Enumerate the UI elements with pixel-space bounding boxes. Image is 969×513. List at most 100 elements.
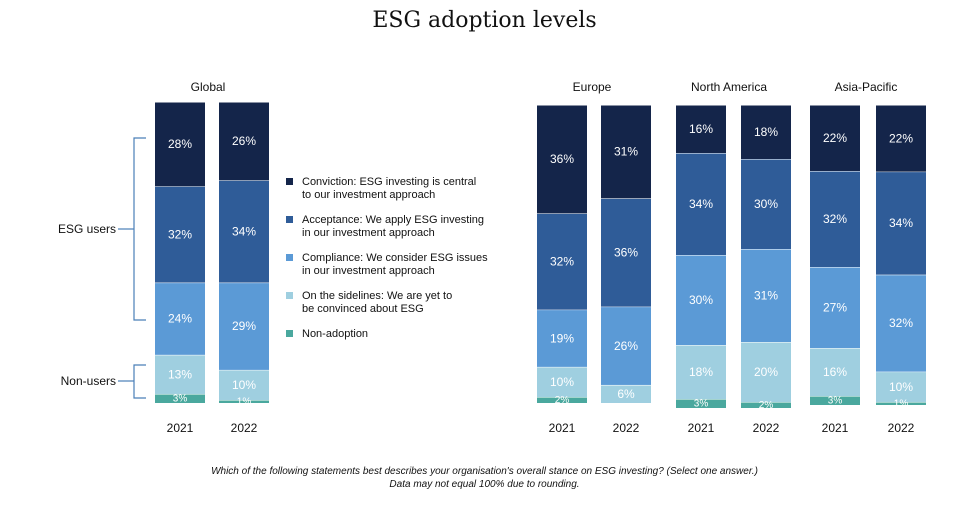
data-label-north-america-2022-non-adoption: 2%: [759, 400, 774, 411]
bar-segment-europe-2022-acceptance: [601, 198, 651, 307]
esg-users-bracket: [133, 137, 146, 321]
legend-swatch-conviction: [286, 178, 293, 185]
data-label-global-2022-sidelines: 10%: [232, 378, 256, 392]
panel-title-europe: Europe: [573, 80, 612, 94]
bar-segment-north-america-2022-acceptance: [741, 159, 791, 249]
x-tick-global-2022: 2022: [231, 421, 258, 435]
data-label-europe-2022-compliance: 26%: [614, 339, 638, 353]
legend-swatch-compliance: [286, 254, 293, 261]
data-label-asia-pacific-2022-non-adoption: 1%: [894, 398, 909, 409]
bar-segment-global-2021-non-adoption: [155, 393, 205, 403]
bar-segment-global-2022-sidelines: [219, 369, 269, 400]
x-tick-europe-2021: 2021: [549, 421, 576, 435]
legend-label-line2-compliance: in our investment approach: [302, 265, 435, 277]
bar-segment-europe-2021-non-adoption: [537, 396, 587, 403]
legend-swatch-non-adoption: [286, 330, 293, 337]
data-label-global-2021-acceptance: 32%: [168, 227, 192, 241]
bar-segment-asia-pacific-2021-non-adoption: [810, 396, 860, 405]
chart-title: ESG adoption levels: [372, 8, 597, 33]
legend-label-non-adoption: Non-adoption: [302, 328, 368, 340]
bar-segment-asia-pacific-2021-conviction: [810, 105, 860, 171]
bar-segment-global-2022-non-adoption: [219, 399, 269, 403]
bracket-layer: ESG users Non-users: [58, 137, 146, 399]
bar-segment-europe-2021-sidelines: [537, 366, 587, 397]
data-label-north-america-2022-acceptance: 30%: [754, 197, 778, 211]
bar-segment-global-2021-acceptance: [155, 186, 205, 283]
bar-segment-asia-pacific-2022-non-adoption: [876, 401, 926, 405]
data-label-global-2021-non-adoption: 3%: [173, 393, 188, 404]
data-label-global-2022-acceptance: 34%: [232, 224, 256, 238]
data-label-europe-2022-sidelines: 6%: [617, 387, 635, 401]
bar-segment-north-america-2022-sidelines: [741, 342, 791, 402]
legend-label-conviction: Conviction: ESG investing is central: [302, 176, 476, 188]
bar-segment-europe-2022-conviction: [601, 105, 651, 199]
data-label-north-america-2022-sidelines: 20%: [754, 365, 778, 379]
data-label-asia-pacific-2021-acceptance: 32%: [823, 212, 847, 226]
x-tick-asia-pacific-2021: 2021: [822, 421, 849, 435]
bar-segment-asia-pacific-2021-sidelines: [810, 348, 860, 396]
footnote: Which of the following statements best d…: [0, 465, 969, 491]
footnote-rounding-note: Data may not equal 100% due to rounding.: [389, 479, 580, 490]
bar-segment-global-2021-sidelines: [155, 354, 205, 394]
data-label-asia-pacific-2021-sidelines: 16%: [823, 365, 847, 379]
legend-label-line2-sidelines: be convinced about ESG: [302, 303, 424, 315]
x-tick-global-2021: 2021: [167, 421, 194, 435]
x-tick-europe-2022: 2022: [613, 421, 640, 435]
data-label-global-2022-compliance: 29%: [232, 319, 256, 333]
bar-segment-asia-pacific-2022-acceptance: [876, 171, 926, 275]
bar-segment-europe-2022-compliance: [601, 306, 651, 385]
data-label-asia-pacific-2021-compliance: 27%: [823, 301, 847, 315]
bar-segment-north-america-2022-conviction: [741, 105, 791, 159]
panel-title-north-america: North America: [691, 80, 767, 94]
bar-segment-asia-pacific-2022-conviction: [876, 105, 926, 172]
panel-title-asia-pacific: Asia-Pacific: [835, 80, 898, 94]
bar-segment-north-america-2021-acceptance: [676, 153, 726, 255]
bar-segment-europe-2021-acceptance: [537, 213, 587, 310]
data-label-asia-pacific-2022-sidelines: 10%: [889, 380, 913, 394]
bar-segment-asia-pacific-2021-acceptance: [810, 171, 860, 267]
group-label-esg-users: ESG users: [58, 222, 116, 236]
bar-segment-global-2021-compliance: [155, 282, 205, 355]
data-label-north-america-2022-conviction: 18%: [754, 125, 778, 139]
group-label-non-users: Non-users: [61, 374, 116, 388]
legend-label-line2-acceptance: in our investment approach: [302, 227, 435, 239]
bar-segment-north-america-2021-conviction: [676, 105, 726, 153]
bars-layer: [155, 101, 926, 408]
data-label-global-2022-non-adoption: 1%: [237, 396, 252, 407]
bar-segment-asia-pacific-2022-sidelines: [876, 371, 926, 402]
data-label-north-america-2021-compliance: 30%: [689, 293, 713, 307]
legend-label-sidelines: On the sidelines: We are yet to: [302, 290, 452, 302]
legend-label-line2-conviction: to our investment approach: [302, 189, 435, 201]
x-tick-north-america-2021: 2021: [688, 421, 715, 435]
x-tick-asia-pacific-2022: 2022: [888, 421, 915, 435]
bar-segment-europe-2022-sidelines: [601, 384, 651, 403]
data-label-north-america-2021-conviction: 16%: [689, 122, 713, 136]
data-label-global-2021-sidelines: 13%: [168, 367, 192, 381]
data-label-asia-pacific-2022-conviction: 22%: [889, 131, 913, 145]
x-tick-north-america-2022: 2022: [753, 421, 780, 435]
data-label-asia-pacific-2022-compliance: 32%: [889, 316, 913, 330]
data-label-north-america-2021-non-adoption: 3%: [694, 399, 709, 410]
data-label-asia-pacific-2022-acceptance: 34%: [889, 216, 913, 230]
data-label-global-2021-conviction: 28%: [168, 137, 192, 151]
panel-title-global: Global: [191, 80, 226, 94]
bar-segment-global-2022-conviction: [219, 102, 269, 181]
bar-segment-global-2022-compliance: [219, 282, 269, 370]
bar-segment-europe-2021-conviction: [537, 105, 587, 214]
bar-segment-north-america-2022-non-adoption: [741, 402, 791, 408]
data-label-europe-2022-acceptance: 36%: [614, 245, 638, 259]
data-label-europe-2022-conviction: 31%: [614, 145, 638, 159]
data-label-global-2022-conviction: 26%: [232, 134, 256, 148]
bar-segment-north-america-2022-compliance: [741, 249, 791, 342]
bar-segment-asia-pacific-2022-compliance: [876, 274, 926, 372]
legend-label-compliance: Compliance: We consider ESG issues: [302, 252, 488, 264]
data-label-europe-2021-sidelines: 10%: [550, 375, 574, 389]
bar-segment-north-america-2021-non-adoption: [676, 399, 726, 408]
bar-segment-asia-pacific-2021-compliance: [810, 267, 860, 348]
legend-swatch-sidelines: [286, 292, 293, 299]
bar-segment-north-america-2021-sidelines: [676, 345, 726, 399]
footnote-question: Which of the following statements best d…: [211, 466, 758, 477]
data-label-europe-2021-non-adoption: 2%: [555, 395, 570, 406]
data-label-asia-pacific-2021-conviction: 22%: [823, 131, 847, 145]
